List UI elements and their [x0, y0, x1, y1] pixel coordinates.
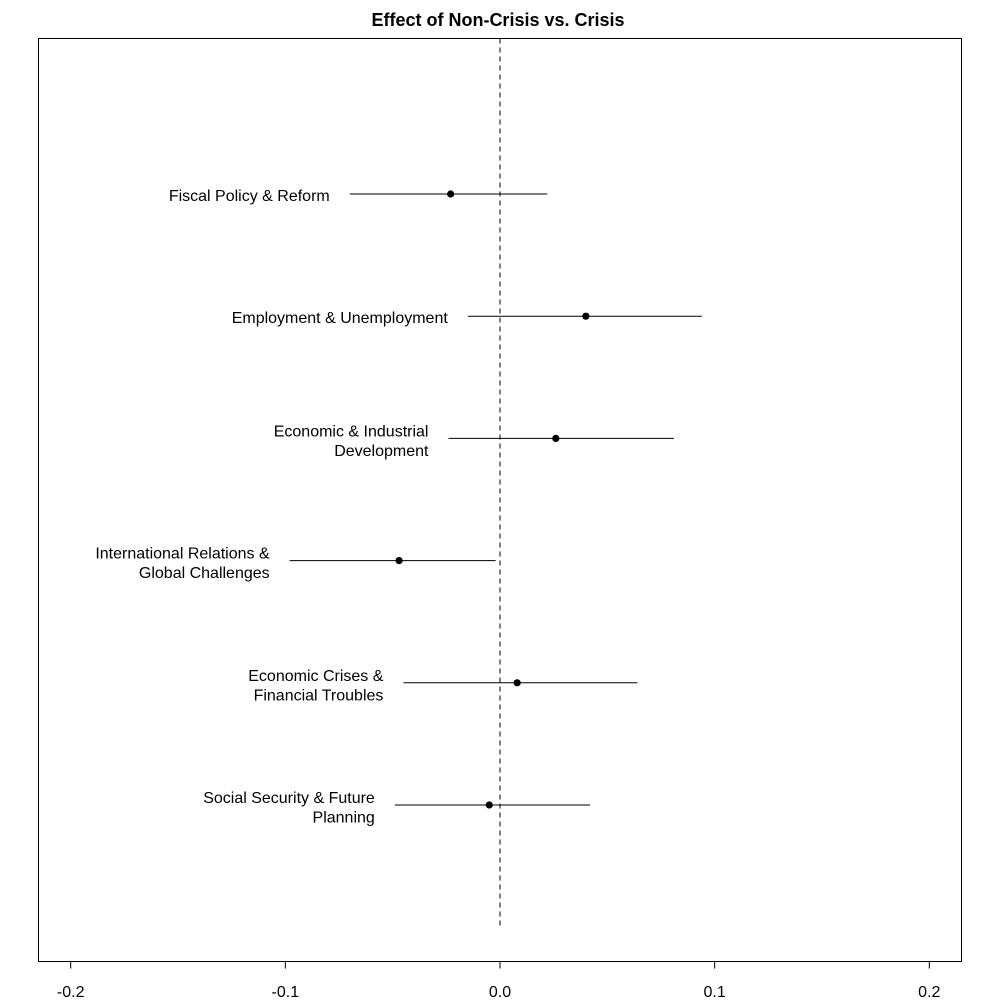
category-label-line: Employment & Unemployment	[232, 310, 449, 327]
x-tick-label: 0.0	[489, 984, 511, 1000]
category-label: Fiscal Policy & Reform	[169, 188, 330, 205]
point-estimate	[447, 190, 455, 198]
chart-title: Effect of Non-Crisis vs. Crisis	[371, 10, 624, 30]
category-label-line: Global Challenges	[139, 565, 270, 582]
estimate-row: Fiscal Policy & Reform	[169, 188, 548, 205]
point-estimate	[513, 679, 521, 687]
point-estimate	[395, 557, 403, 565]
x-tick-label: 0.2	[918, 984, 940, 1000]
x-tick-label: -0.2	[57, 984, 85, 1000]
category-label-line: Planning	[313, 810, 375, 827]
estimate-row: Economic & Industrial Development	[274, 423, 674, 460]
point-estimate	[582, 312, 590, 320]
estimate-row: Social Security & Future Planning	[203, 790, 591, 827]
category-label-line: Economic & Industrial	[274, 423, 429, 440]
estimates: Fiscal Policy & Reform Employment & Unemp…	[95, 188, 702, 827]
category-label: Employment & Unemployment	[232, 310, 449, 327]
x-axis-ticks: -0.2 -0.1 0.0 0.1 0.2	[57, 961, 941, 1000]
category-label-line: Development	[334, 443, 429, 460]
x-tick-label: -0.1	[272, 984, 300, 1000]
x-tick-label: 0.1	[704, 984, 726, 1000]
category-label-line: Fiscal Policy & Reform	[169, 188, 330, 205]
category-label: Economic Crises & Financial Troubles	[248, 668, 383, 705]
category-label-line: Economic Crises &	[248, 668, 383, 685]
estimate-row: Employment & Unemployment	[232, 310, 702, 327]
category-label: Social Security & Future Planning	[203, 790, 375, 827]
category-label: International Relations & Global Challeng…	[95, 546, 270, 583]
category-label-line: International Relations &	[95, 546, 270, 563]
category-label: Economic & Industrial Development	[274, 423, 429, 460]
point-estimate	[552, 434, 560, 442]
estimate-row: International Relations & Global Challeng…	[95, 546, 496, 583]
point-estimate	[485, 801, 493, 809]
estimate-row: Economic Crises & Financial Troubles	[248, 668, 638, 705]
category-label-line: Social Security & Future	[203, 790, 375, 807]
category-label-line: Financial Troubles	[254, 687, 384, 704]
